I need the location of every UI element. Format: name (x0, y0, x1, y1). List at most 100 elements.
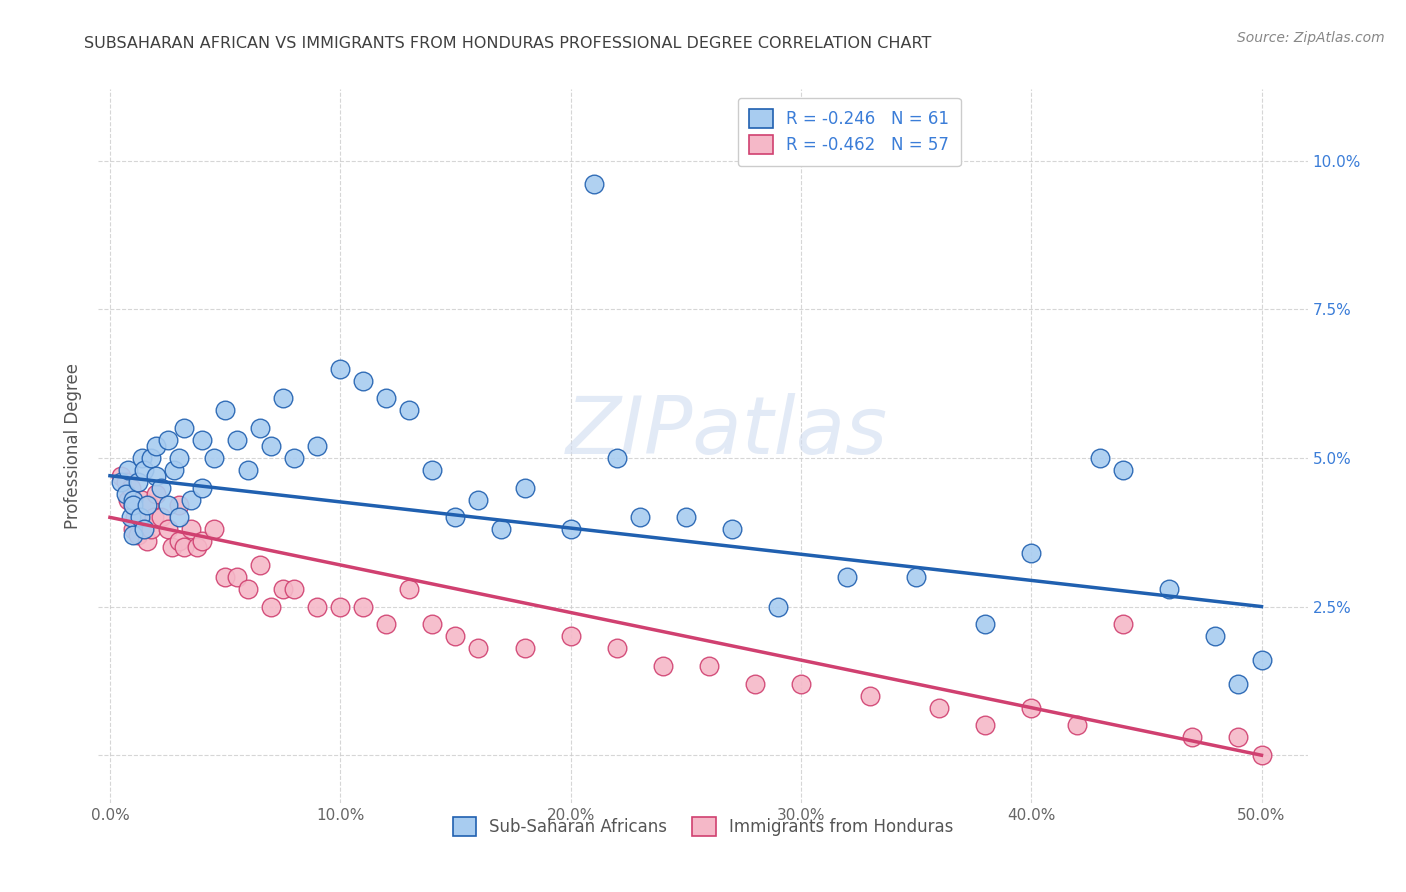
Point (513, 481, 536, 495)
Point (138, 499, 160, 513)
Point (720, 522, 742, 536)
Point (560, 522, 582, 536)
Point (163, 463, 186, 477)
Text: SUBSAHARAN AFRICAN VS IMMIGRANTS FROM HONDURAS PROFESSIONAL DEGREE CORRELATION C: SUBSAHARAN AFRICAN VS IMMIGRANTS FROM HO… (84, 36, 932, 51)
Point (117, 492, 139, 507)
Point (167, 534, 190, 549)
Point (236, 582, 259, 596)
Point (249, 558, 271, 572)
Point (202, 450, 225, 465)
Point (127, 528, 149, 542)
Point (145, 468, 167, 483)
Point (122, 528, 145, 542)
Point (1204, 629, 1226, 643)
Point (628, 510, 651, 524)
Point (1159, 582, 1181, 596)
Point (225, 570, 247, 584)
Point (1019, 700, 1042, 714)
Point (122, 499, 145, 513)
Point (131, 450, 153, 465)
Point (122, 492, 145, 507)
Point (675, 510, 697, 524)
Point (173, 540, 195, 554)
Point (928, 700, 950, 714)
Point (697, 659, 720, 673)
Point (1250, 653, 1272, 667)
Point (766, 599, 789, 614)
Point (560, 629, 582, 643)
Point (134, 522, 156, 536)
Point (467, 492, 489, 507)
Point (214, 403, 236, 417)
Point (271, 582, 294, 596)
Point (110, 475, 132, 489)
Legend: Sub-Saharan Africans, Immigrants from Honduras: Sub-Saharan Africans, Immigrants from Ho… (444, 808, 962, 845)
Point (444, 510, 467, 524)
Point (1112, 463, 1135, 477)
Point (352, 374, 374, 388)
Point (202, 522, 225, 536)
Point (352, 599, 374, 614)
Point (191, 534, 214, 549)
Point (329, 361, 352, 376)
Point (859, 689, 882, 703)
Point (191, 481, 214, 495)
Point (124, 510, 146, 524)
Point (141, 450, 163, 465)
Point (167, 499, 190, 513)
Point (149, 510, 172, 524)
Point (1181, 731, 1204, 745)
Point (283, 582, 305, 596)
Point (467, 641, 489, 656)
Text: ZIPatlas: ZIPatlas (567, 392, 889, 471)
Point (117, 463, 139, 477)
Text: Source: ZipAtlas.com: Source: ZipAtlas.com (1237, 31, 1385, 45)
Point (249, 421, 271, 435)
Point (127, 475, 149, 489)
Point (225, 433, 247, 447)
Point (120, 510, 142, 524)
Point (160, 540, 183, 554)
Point (110, 468, 132, 483)
Point (173, 421, 195, 435)
Point (120, 481, 142, 495)
Point (236, 463, 259, 477)
Point (186, 540, 208, 554)
Point (974, 718, 997, 732)
Point (135, 499, 157, 513)
Point (180, 522, 202, 536)
Point (122, 522, 145, 536)
Point (260, 439, 283, 453)
Point (191, 433, 214, 447)
Point (1112, 617, 1135, 632)
Point (260, 599, 283, 614)
Point (1019, 546, 1042, 560)
Point (115, 486, 138, 500)
Point (128, 510, 150, 524)
Y-axis label: Professional Degree: Professional Degree (65, 363, 83, 529)
Point (307, 599, 329, 614)
Point (156, 433, 179, 447)
Point (135, 534, 157, 549)
Point (444, 629, 467, 643)
Point (1066, 718, 1088, 732)
Point (1090, 450, 1112, 465)
Point (329, 599, 352, 614)
Point (145, 439, 167, 453)
Point (398, 582, 420, 596)
Point (122, 499, 145, 513)
Point (141, 522, 163, 536)
Point (131, 492, 153, 507)
Point (974, 617, 997, 632)
Point (606, 450, 628, 465)
Point (283, 450, 305, 465)
Point (375, 617, 398, 632)
Point (651, 659, 673, 673)
Point (491, 522, 513, 536)
Point (307, 439, 329, 453)
Point (422, 617, 444, 632)
Point (790, 677, 813, 691)
Point (422, 463, 444, 477)
Point (606, 641, 628, 656)
Point (1227, 731, 1250, 745)
